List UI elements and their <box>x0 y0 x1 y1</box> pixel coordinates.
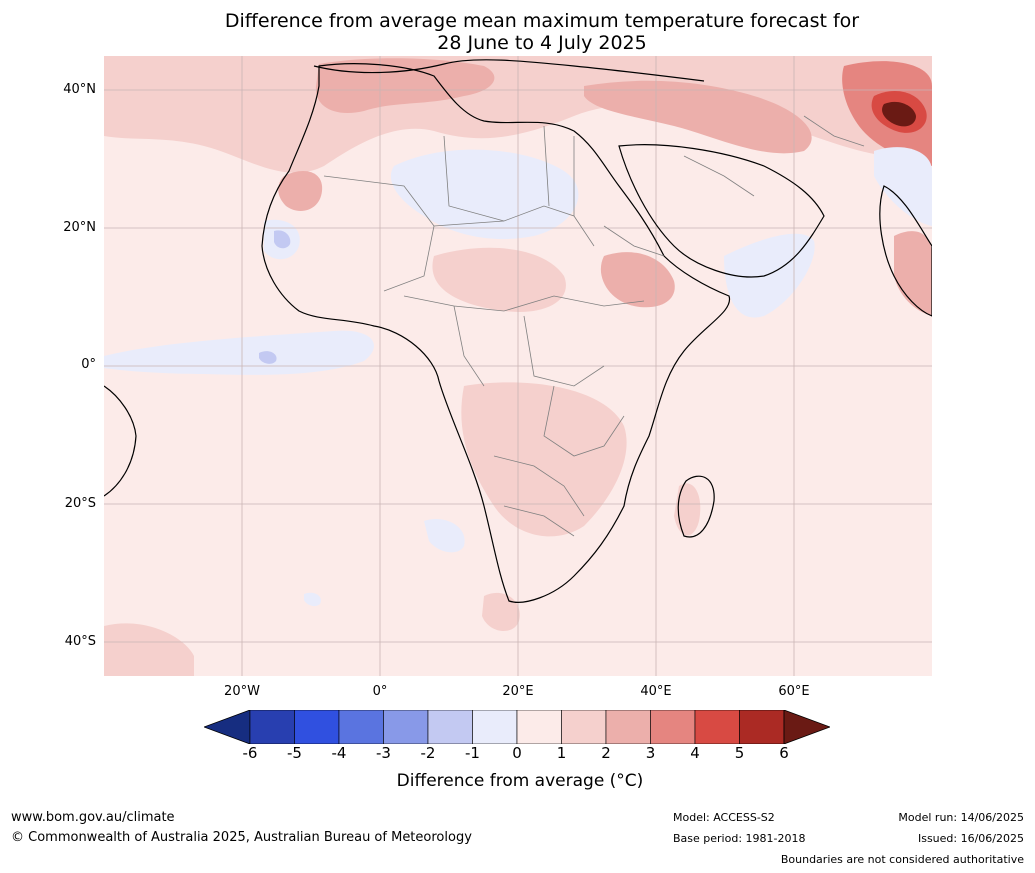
colorbar-tick-label: 4 <box>690 744 700 762</box>
cool-sahara <box>390 149 579 240</box>
colorbar-segment <box>650 710 696 744</box>
colorbar-segment <box>383 710 429 744</box>
footer-website: www.bom.gov.au/climate <box>11 810 175 825</box>
colorbar-segment <box>739 710 785 744</box>
colorbar-tick-label: 3 <box>645 744 656 762</box>
map-title: Difference from average mean maximum tem… <box>100 10 984 54</box>
forecast-map <box>104 56 932 676</box>
arabia-coastline <box>618 144 825 278</box>
footer-issued: Issued: 16/06/2025 <box>917 832 1024 845</box>
footer-copyright: © Commonwealth of Australia 2025, Austra… <box>11 830 472 845</box>
colorbar-tick-label: 0 <box>512 744 522 762</box>
footer-base-period: Base period: 1981-2018 <box>673 832 806 845</box>
colorbar-tick-label: -2 <box>420 744 436 762</box>
footer-model-run: Model run: 14/06/2025 <box>898 811 1024 824</box>
lon-label-60e: 60°E <box>778 684 810 699</box>
colorbar-tick-label: -4 <box>331 744 347 762</box>
colorbar-segment <box>427 710 473 744</box>
colorbar-segment <box>338 710 384 744</box>
lat-label-20n: 20°N <box>63 220 96 235</box>
cool-west-africa-core <box>274 230 291 249</box>
madagascar-coastline <box>677 475 715 538</box>
lat-label-20s: 20°S <box>64 496 96 511</box>
warm-arabia-south <box>894 231 932 316</box>
cool-south-ocean-patch <box>304 592 321 607</box>
colorbar-arrow-low <box>204 710 251 744</box>
colorbar <box>204 710 830 744</box>
cool-himalaya <box>874 147 932 226</box>
europe-coastline <box>313 59 705 82</box>
warm-southwest-ocean <box>104 623 194 676</box>
cool-equatorial-core <box>259 351 277 364</box>
warm-central-africa <box>432 247 566 312</box>
colorbar-segment <box>294 710 340 744</box>
warm-morocco <box>278 171 323 211</box>
title-line-1: Difference from average mean maximum tem… <box>224 10 860 32</box>
warm-south-ocean <box>482 592 520 632</box>
colorbar-segment <box>694 710 740 744</box>
warm-madagascar <box>674 483 701 536</box>
india-coastline <box>879 185 932 317</box>
footer-model: Model: ACCESS-S2 <box>673 811 775 824</box>
cool-south-atlantic <box>424 518 465 553</box>
colorbar-tick-label: 1 <box>556 744 567 762</box>
footer-disclaimer: Boundaries are not considered authoritat… <box>780 853 1024 866</box>
colorbar-segment <box>249 710 295 744</box>
warm-asia-peak <box>882 101 916 127</box>
warm-middle-east <box>584 80 812 154</box>
country-borders <box>323 115 865 537</box>
coastlines <box>104 59 932 603</box>
cool-equatorial-atlantic <box>104 330 374 375</box>
colorbar-tick-label: 2 <box>601 744 611 762</box>
colorbar-tick-label: 5 <box>734 744 745 762</box>
title-line-2: 28 June to 4 July 2025 <box>437 32 647 54</box>
graticule <box>104 56 932 676</box>
colorbar-label: Difference from average (°C) <box>396 771 644 791</box>
colorbar-tick-label: -3 <box>376 744 391 762</box>
colorbar-segment <box>605 710 651 744</box>
colorbar-tick-label: -1 <box>465 744 480 762</box>
colorbar-segment <box>516 710 562 744</box>
lon-label-40e: 40°E <box>640 684 672 699</box>
colorbar-segment <box>561 710 607 744</box>
cool-indian-ocean <box>724 233 815 318</box>
colorbar-tick-label: -6 <box>242 744 258 762</box>
lon-label-0: 0° <box>372 684 388 699</box>
colorbar-tick-label: -5 <box>287 744 302 762</box>
lat-label-0: 0° <box>81 357 96 372</box>
lon-label-20w: 20°W <box>224 684 260 699</box>
lat-label-40n: 40°N <box>63 82 96 97</box>
lat-label-40s: 40°S <box>64 634 96 649</box>
cool-anomaly-areas <box>104 147 932 607</box>
warm-southern-africa <box>461 382 627 537</box>
colorbar-tick-label: 6 <box>779 744 789 762</box>
colorbar-segment <box>472 710 518 744</box>
colorbar-arrow-high <box>783 710 830 744</box>
africa-coastline <box>261 63 731 603</box>
south-america-coast <box>104 385 137 497</box>
lon-label-20e: 20°E <box>502 684 534 699</box>
